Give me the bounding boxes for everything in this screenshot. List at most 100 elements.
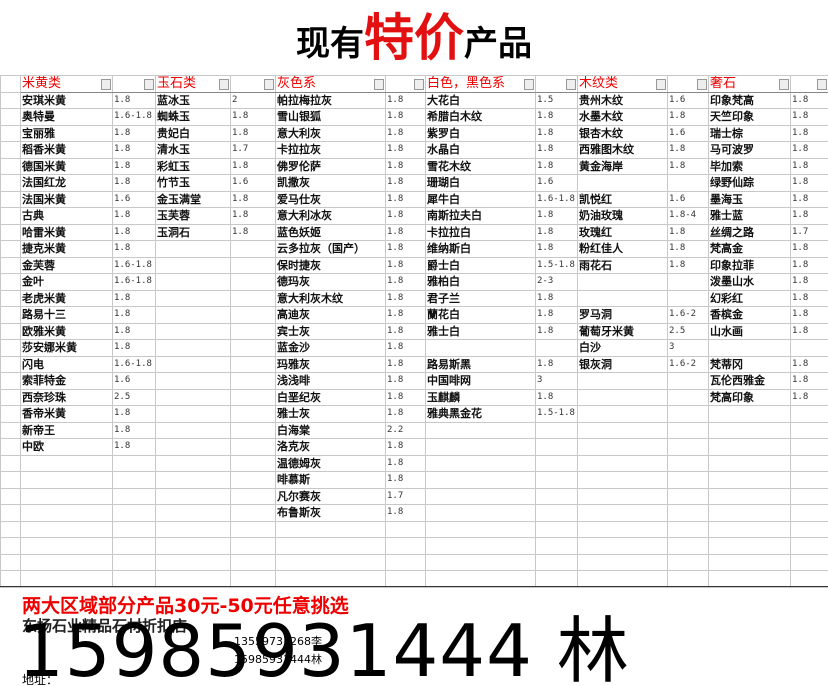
cell: [535, 75, 578, 93]
phone: 13559731268李: [234, 635, 322, 648]
stone-name: 幻彩红: [708, 289, 791, 307]
row: 古典 1.8 玉芙蓉 1.8 意大利冰灰 1.8 南斯拉夫白 1.8 奶油玫瑰 1.8-4 雅士蓝 1…: [0, 207, 828, 225]
cell: [708, 570, 791, 588]
cell: [20, 520, 113, 538]
stone-name: 蜘蛛玉: [155, 108, 231, 126]
thickness: 3: [535, 372, 578, 390]
stone-name: 浅浅啡: [275, 372, 386, 390]
cell: [230, 388, 276, 406]
thickness: 1.8: [790, 157, 828, 175]
thickness: 1.8: [385, 405, 426, 423]
thickness: 1.8: [535, 388, 578, 406]
cell: [0, 223, 21, 241]
thickness: 1.8: [667, 141, 709, 159]
cell: [0, 322, 21, 340]
thickness: 1.8: [112, 322, 156, 340]
cell: [155, 570, 231, 588]
cell: [385, 537, 426, 555]
thickness: 1.8: [535, 306, 578, 324]
cell: [155, 372, 231, 390]
thickness: 1.6-1.8: [112, 108, 156, 126]
row: [0, 520, 828, 538]
stone-name: 闪电: [20, 355, 113, 373]
stone-name: 洛克灰: [275, 438, 386, 456]
thickness: 1.8: [790, 124, 828, 142]
stone-name: 哈雷米黄: [20, 223, 113, 241]
stone-name: 奶油玫瑰: [577, 207, 668, 225]
cell: [577, 471, 668, 489]
stone-name: 雅士白: [425, 322, 536, 340]
thickness: 1.6: [667, 190, 709, 208]
cell: [535, 471, 578, 489]
stone-name: 香帝米黄: [20, 405, 113, 423]
cell: [230, 471, 276, 489]
cell: [535, 504, 578, 522]
group-header: 米黄类: [20, 75, 113, 93]
stone-name: 云多拉灰（国产）: [275, 240, 386, 258]
thickness: 1.8: [385, 91, 426, 109]
cell: [0, 405, 21, 423]
cell: [0, 421, 21, 439]
stone-name: 蓝金沙: [275, 339, 386, 357]
group-header: 奢石: [708, 75, 791, 93]
row: 法国米黄 1.6 金玉满堂 1.8 爱马仕灰 1.8 犀牛白 1.6-1.8 凯悦红 1.6 墨海玉…: [0, 190, 828, 208]
stone-name: 香槟金: [708, 306, 791, 324]
stone-name: 雅柏白: [425, 273, 536, 291]
cell: [425, 504, 536, 522]
stone-name: 竹节玉: [155, 174, 231, 192]
cell: [0, 157, 21, 175]
cell: [385, 570, 426, 588]
cell: [577, 273, 668, 291]
cell: [708, 438, 791, 456]
title: 现有特价产品: [0, 6, 828, 76]
thickness: 1.8: [535, 207, 578, 225]
filter-button: [144, 79, 154, 90]
cell: [20, 553, 113, 571]
thickness: 1.8: [790, 372, 828, 390]
stone-name: 贵州木纹: [577, 91, 668, 109]
thickness: 1.8: [790, 289, 828, 307]
cell: [708, 471, 791, 489]
cell: [425, 520, 536, 538]
thickness: 1.8: [112, 405, 156, 423]
row: 哈雷米黄 1.8 玉洞石 1.8 蓝色妖姬 1.8 卡拉拉白 1.8 玫瑰红 1.8 丝绸之路 1.7: [0, 223, 828, 241]
stone-name: 古典: [20, 207, 113, 225]
cell: [0, 273, 21, 291]
stone-name: 欧雅米黄: [20, 322, 113, 340]
stone-name: 珊瑚白: [425, 174, 536, 192]
cell: [0, 471, 21, 489]
cell: [790, 553, 828, 571]
cell: [0, 487, 21, 505]
cell: [230, 438, 276, 456]
thickness: 1.6-1.8: [112, 256, 156, 274]
cell: [0, 553, 21, 571]
thickness: 1.8: [667, 240, 709, 258]
cell: [155, 322, 231, 340]
cell: [155, 273, 231, 291]
stone-name: 金芙蓉: [20, 256, 113, 274]
thickness: 1.8: [790, 322, 828, 340]
cell: [425, 339, 536, 357]
stone-name: 丝绸之路: [708, 223, 791, 241]
thickness: 1.6: [230, 174, 276, 192]
address: 地址：: [22, 673, 59, 686]
cell: [230, 570, 276, 588]
cell: [275, 520, 386, 538]
stone-name: 蓝色妖姬: [275, 223, 386, 241]
thickness: 1.8: [790, 174, 828, 192]
title-highlight: 特价: [364, 9, 464, 67]
row: 老虎米黄 1.8 意大利灰木纹 1.8 君子兰 1.8 幻彩红 1.8: [0, 289, 828, 307]
row: 路易十三 1.8 高迪灰 1.8 蘭花白 1.8 罗马洞 1.6-2 香槟金 1.8: [0, 306, 828, 324]
cell: [425, 438, 536, 456]
cell: [155, 471, 231, 489]
big-phone: 15985931444 林: [18, 609, 630, 686]
stone-name: 雅士灰: [275, 405, 386, 423]
thickness: 1.6-2: [667, 355, 709, 373]
thickness: 1.8: [230, 190, 276, 208]
row: 欧雅米黄 1.8 宾士灰 1.8 雅士白 1.8 葡萄牙米黄 2.5 山水画 1.8: [0, 322, 828, 340]
cell: [155, 537, 231, 555]
stone-name: 德玛灰: [275, 273, 386, 291]
cell: [535, 421, 578, 439]
cell: [425, 537, 536, 555]
stone-name: 中欧: [20, 438, 113, 456]
